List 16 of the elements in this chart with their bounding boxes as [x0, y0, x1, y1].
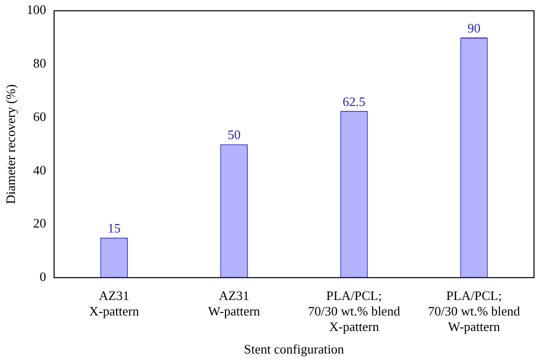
data-label: 15 — [108, 220, 121, 236]
data-label: 50 — [228, 127, 241, 142]
data-label: 90 — [468, 20, 481, 36]
data-label: 62.5 — [342, 94, 366, 109]
x-tick-label: AZ31 W-pattern — [208, 288, 261, 318]
y-tick-label: 20 — [33, 216, 46, 231]
y-axis-title: Diameter recovery (%) — [3, 84, 18, 204]
y-tick-label: 60 — [33, 108, 46, 124]
y-tick-label: 100 — [26, 2, 46, 18]
y-tick-label: 0 — [40, 269, 46, 284]
x-tick-label: AZ31 X-pattern — [89, 288, 140, 318]
x-axis-title: Stent configuration — [244, 342, 345, 357]
x-tick-label: PLA/PCL; 70/30 wt.% blend W-pattern — [428, 288, 521, 334]
x-tick-label: PLA/PCL; 70/30 wt.% blend X-pattern — [308, 288, 401, 334]
y-tick-label: 40 — [33, 162, 46, 178]
y-tick-label: 80 — [33, 56, 46, 71]
